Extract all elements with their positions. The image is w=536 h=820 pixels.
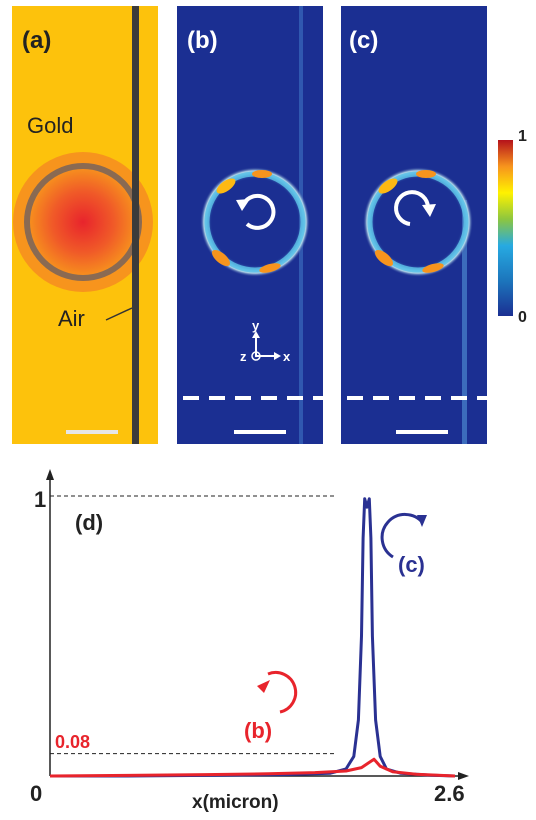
hotspot-c2 <box>416 170 436 178</box>
threshold-label: 0.08 <box>55 732 90 752</box>
rotation-arrow-cw-icon <box>394 190 430 226</box>
rotation-arrowhead-cw-icon <box>422 204 436 217</box>
axis-y-arrowhead-icon <box>252 331 260 338</box>
gold-label: Gold <box>27 113 73 138</box>
panel-label-b: (b) <box>187 27 218 54</box>
panel-a: (a) Gold Air <box>12 6 158 444</box>
scale-bar-a <box>66 430 118 434</box>
axis-x-label: x <box>283 349 291 364</box>
hotspot-b1 <box>216 178 236 194</box>
waveguide-field-c <box>462 200 467 444</box>
series-layer <box>49 497 456 778</box>
colorbar-max-label: 1 <box>518 128 527 145</box>
hotspot-c3 <box>374 249 394 267</box>
colorbar: 1 0 <box>498 128 527 326</box>
waveguide <box>132 6 139 444</box>
hotspot-c1 <box>378 178 398 194</box>
hotspot-b2 <box>252 170 272 178</box>
panel-b: (b) y z x <box>177 6 323 444</box>
legend-arrowhead-cw-icon <box>417 515 427 527</box>
field-spot <box>27 166 139 278</box>
scale-bar-c <box>396 430 448 434</box>
rotation-arrow-ccw-icon <box>241 193 276 230</box>
axis-z-out-of-plane-icon <box>251 351 261 361</box>
legend-label-c: (c) <box>398 552 425 577</box>
y-tick-label: 1 <box>34 487 46 512</box>
x-axis-arrowhead-icon <box>458 772 469 780</box>
hotspot-c4 <box>422 263 444 273</box>
legend-arrowhead-ccw-icon <box>257 680 270 693</box>
axis-x-arrowhead-icon <box>274 352 281 360</box>
rotation-arrowhead-ccw-icon <box>236 199 250 211</box>
legend-arrow-ccw-icon <box>267 670 298 714</box>
colorbar-min-label: 0 <box>518 309 527 326</box>
axis-z-dot <box>254 354 258 358</box>
legend-arrow-cw-icon <box>380 512 425 559</box>
scale-bar-b <box>234 430 286 434</box>
chart-d: (d) 1 0.08 0 2.6 x(micron) (c) (b) <box>30 469 469 813</box>
panel-label-a: (a) <box>22 27 51 54</box>
axis-y-label: y <box>252 318 260 333</box>
air-label: Air <box>58 306 85 331</box>
y-axis-arrowhead-icon <box>46 469 54 480</box>
x-tick-label-start: 0 <box>30 781 42 806</box>
series-line-b <box>49 757 456 778</box>
axis-z-label: z <box>240 349 247 364</box>
chart-panel-label: (d) <box>75 510 103 535</box>
ring-field-b <box>200 167 310 277</box>
x-tick-label-end: 2.6 <box>434 781 465 806</box>
air-pointer <box>105 307 133 321</box>
panel-c: (c) <box>341 6 487 444</box>
hotspot-b4 <box>259 263 281 273</box>
colorbar-gradient <box>498 140 513 316</box>
ring-field-c <box>363 167 473 277</box>
legend-label-b: (b) <box>244 718 272 743</box>
hotspot-b3 <box>211 249 231 267</box>
x-axis-label: x(micron) <box>192 792 279 813</box>
panel-label-c: (c) <box>349 27 378 54</box>
